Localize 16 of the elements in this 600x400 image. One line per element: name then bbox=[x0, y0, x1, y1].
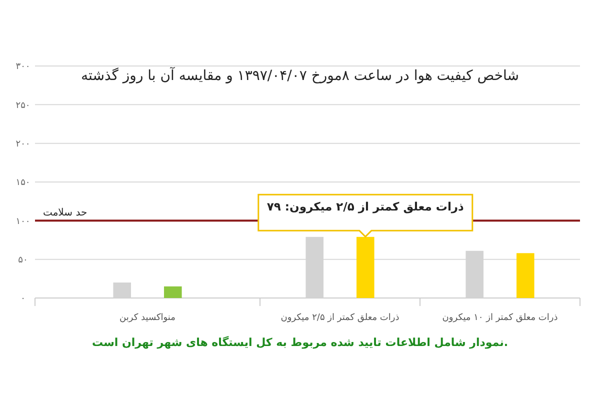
bar bbox=[164, 286, 182, 298]
annotation: ذرات معلق کمتر از ۲/۵ میکرون: ۷۹ bbox=[266, 200, 464, 214]
bar bbox=[516, 253, 534, 298]
y-tick-label: ۱۰۰ bbox=[16, 216, 30, 227]
y-tick-label: ۳۰۰ bbox=[16, 62, 30, 72]
y-tick-label: ۱۵۰ bbox=[16, 178, 30, 188]
y-tick-label: ۵۰ bbox=[18, 255, 28, 266]
y-tick-label: ۲۰۰ bbox=[16, 139, 30, 150]
x-tick-label: منواکسید کربن bbox=[120, 313, 176, 323]
y-tick-label: ۲۵۰ bbox=[16, 100, 30, 111]
y-tick-label: ۰ bbox=[20, 294, 26, 304]
chart-title: شاخص کیفیت هوا در ساعت ۸مورخ ۱۳۹۷/۰۴/۰۷ و مقایسه آن با روز گذشته bbox=[81, 66, 519, 84]
x-tick-label: ذرات معلق کمتر از ۱۰ میکرون bbox=[442, 313, 558, 323]
ref-line-label: حد سلامت bbox=[43, 208, 88, 219]
x-tick-label: ذرات معلق کمتر از ۲/۵ میکرون bbox=[280, 313, 400, 323]
text: نمودار شامل اطلاعات تایید شده مربوط به کل ایستگاه های شهر تهران است. bbox=[92, 336, 508, 349]
